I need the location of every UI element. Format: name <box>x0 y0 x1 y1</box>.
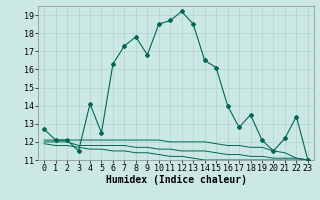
X-axis label: Humidex (Indice chaleur): Humidex (Indice chaleur) <box>106 175 246 185</box>
